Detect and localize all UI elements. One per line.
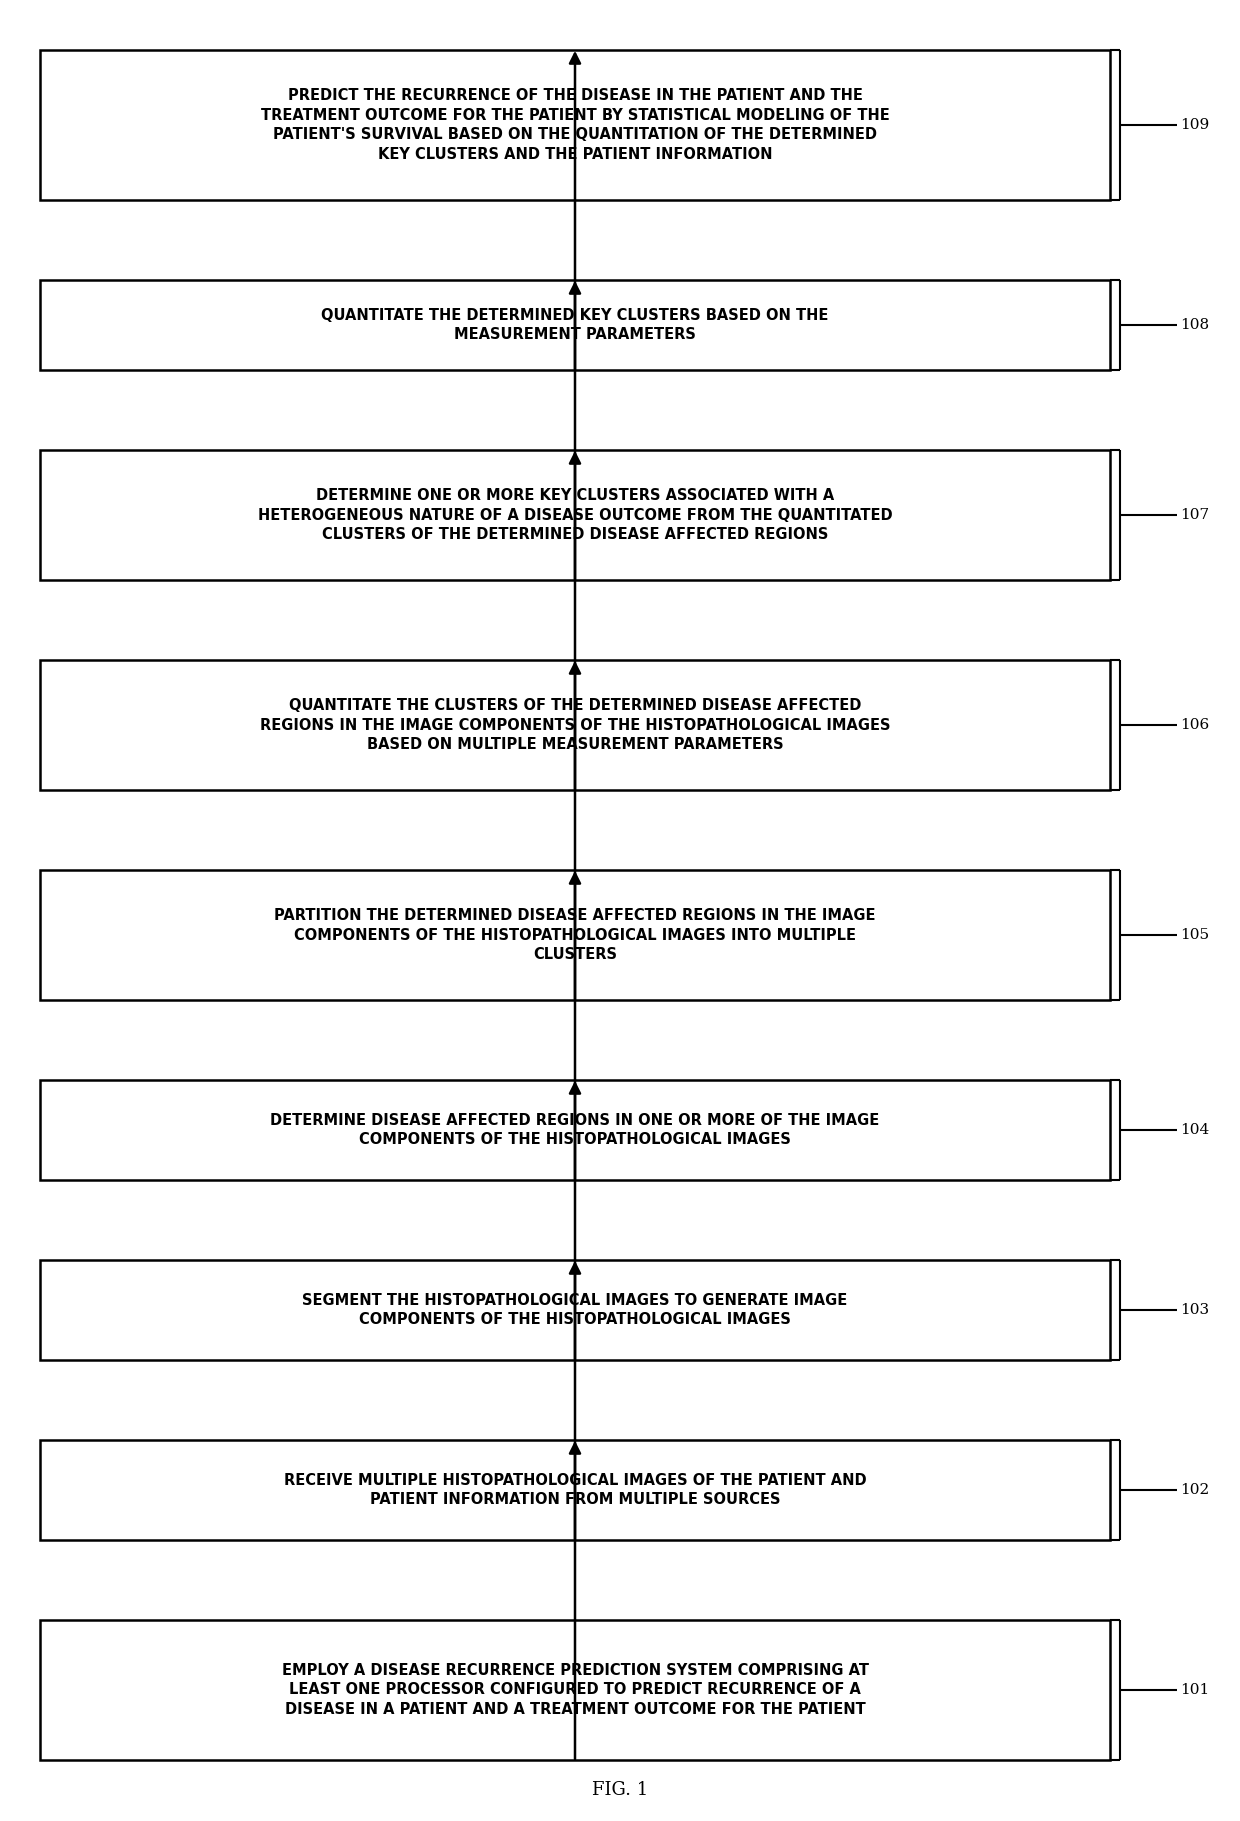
Text: DETERMINE ONE OR MORE KEY CLUSTERS ASSOCIATED WITH A
HETEROGENEOUS NATURE OF A D: DETERMINE ONE OR MORE KEY CLUSTERS ASSOC…	[258, 488, 893, 543]
Text: 101: 101	[1180, 1683, 1210, 1697]
Bar	[40, 870, 1110, 1000]
Text: QUANTITATE THE DETERMINED KEY CLUSTERS BASED ON THE
MEASUREMENT PARAMETERS: QUANTITATE THE DETERMINED KEY CLUSTERS B…	[321, 308, 828, 342]
Bar	[40, 1440, 1110, 1541]
Text: DETERMINE DISEASE AFFECTED REGIONS IN ONE OR MORE OF THE IMAGE
COMPONENTS OF THE: DETERMINE DISEASE AFFECTED REGIONS IN ON…	[270, 1113, 879, 1147]
Bar	[40, 280, 1110, 370]
Text: 107: 107	[1180, 508, 1209, 523]
Text: 105: 105	[1180, 929, 1209, 941]
Text: PARTITION THE DETERMINED DISEASE AFFECTED REGIONS IN THE IMAGE
COMPONENTS OF THE: PARTITION THE DETERMINED DISEASE AFFECTE…	[274, 907, 875, 961]
Text: RECEIVE MULTIPLE HISTOPATHOLOGICAL IMAGES OF THE PATIENT AND
PATIENT INFORMATION: RECEIVE MULTIPLE HISTOPATHOLOGICAL IMAGE…	[284, 1473, 867, 1508]
Bar	[40, 1260, 1110, 1360]
Text: QUANTITATE THE CLUSTERS OF THE DETERMINED DISEASE AFFECTED
REGIONS IN THE IMAGE : QUANTITATE THE CLUSTERS OF THE DETERMINE…	[259, 697, 890, 752]
Text: 109: 109	[1180, 118, 1210, 131]
Text: 103: 103	[1180, 1304, 1209, 1317]
Text: 108: 108	[1180, 319, 1209, 331]
Text: FIG. 1: FIG. 1	[591, 1781, 649, 1799]
Text: 104: 104	[1180, 1124, 1210, 1136]
Bar	[40, 1621, 1110, 1761]
Text: EMPLOY A DISEASE RECURRENCE PREDICTION SYSTEM COMPRISING AT
LEAST ONE PROCESSOR : EMPLOY A DISEASE RECURRENCE PREDICTION S…	[281, 1663, 868, 1717]
Bar	[40, 49, 1110, 200]
Bar	[40, 1080, 1110, 1180]
Text: SEGMENT THE HISTOPATHOLOGICAL IMAGES TO GENERATE IMAGE
COMPONENTS OF THE HISTOPA: SEGMENT THE HISTOPATHOLOGICAL IMAGES TO …	[303, 1293, 848, 1328]
Bar	[40, 450, 1110, 581]
Text: PREDICT THE RECURRENCE OF THE DISEASE IN THE PATIENT AND THE
TREATMENT OUTCOME F: PREDICT THE RECURRENCE OF THE DISEASE IN…	[260, 87, 889, 162]
Text: 102: 102	[1180, 1482, 1210, 1497]
Bar	[40, 659, 1110, 790]
Text: 106: 106	[1180, 717, 1210, 732]
